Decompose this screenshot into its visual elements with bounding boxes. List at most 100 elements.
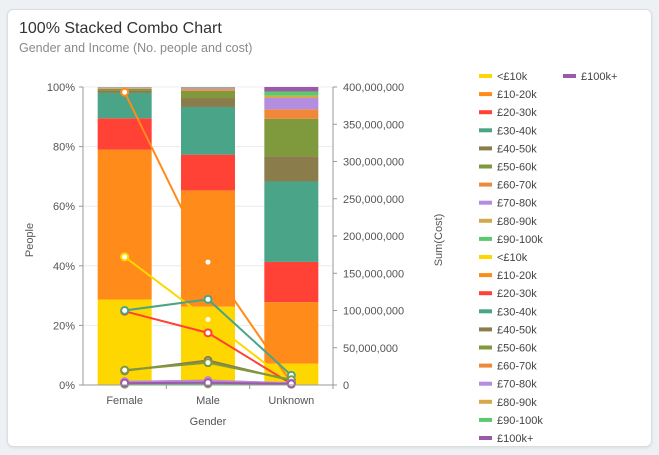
y-tick-label: 60% <box>53 201 75 213</box>
bar-segment <box>264 87 319 92</box>
y-tick-label: 40% <box>53 261 75 273</box>
legend-label: £30-40k <box>497 125 537 137</box>
legend-swatch <box>479 164 492 169</box>
legend-label: <£10k <box>497 252 528 264</box>
legend-label: £30-40k <box>497 306 537 318</box>
bar-segment <box>181 87 235 89</box>
bar-segment <box>264 302 319 364</box>
bar-segment <box>181 154 235 191</box>
legend-swatch <box>479 363 492 368</box>
bar-segment <box>264 156 319 182</box>
line-point <box>203 257 213 267</box>
line-point <box>120 378 130 388</box>
y2-tick-label: 0 <box>343 380 349 392</box>
legend-swatch <box>479 128 492 133</box>
y2-tick-label: 300,000,000 <box>343 157 404 169</box>
y-tick-label: 100% <box>47 82 75 94</box>
y2-tick-label: 50,000,000 <box>343 343 398 355</box>
y2-tick-label: 250,000,000 <box>343 194 404 206</box>
legend-label: £40-50k <box>497 143 537 155</box>
legend-label: <£10k <box>497 71 528 83</box>
legend-swatch <box>479 345 492 350</box>
legend-swatch <box>563 74 576 78</box>
line-point <box>120 365 130 375</box>
bar-segment <box>264 261 319 303</box>
legend-swatch <box>479 381 492 386</box>
legend-label: £60-70k <box>497 180 537 192</box>
line-point <box>203 294 213 304</box>
y-tick-label: 80% <box>53 142 75 154</box>
line-point <box>120 252 130 262</box>
y2-tick-label: 400,000,000 <box>343 82 404 94</box>
x-axis-label: Gender <box>190 416 227 428</box>
x-tick-label: Female <box>106 395 143 407</box>
chart-title: 100% Stacked Combo Chart <box>19 20 222 37</box>
bar-segment <box>264 109 319 119</box>
bar-segment <box>97 149 152 300</box>
y2-tick-label: 100,000,000 <box>343 306 404 318</box>
legend-label: £100k+ <box>497 433 533 445</box>
line-point <box>203 328 213 338</box>
legend-label: £10-20k <box>497 89 537 101</box>
y-tick-label: 20% <box>53 320 75 332</box>
bar-segment <box>264 118 319 157</box>
x-tick-label: Unknown <box>268 395 314 407</box>
bar-segment <box>181 90 235 99</box>
legend-swatch <box>479 436 492 440</box>
legend-swatch <box>479 74 492 78</box>
legend-swatch <box>479 92 492 97</box>
legend-swatch <box>479 417 492 422</box>
legend-label: £100k+ <box>581 71 617 83</box>
bar-segment <box>264 98 319 110</box>
legend-swatch <box>479 327 492 332</box>
bar-segment <box>264 95 319 99</box>
legend-swatch <box>479 273 492 278</box>
legend-label: £20-30k <box>497 288 537 300</box>
legend-swatch <box>479 182 492 187</box>
bar-segment <box>181 98 235 107</box>
legend-swatch <box>479 200 492 205</box>
legend-swatch <box>479 255 492 259</box>
line-point <box>120 306 130 315</box>
y2-tick-label: 200,000,000 <box>343 231 404 243</box>
line-point <box>203 314 213 324</box>
bar-segment <box>181 89 235 91</box>
bar-segment <box>181 106 235 155</box>
line-point <box>286 379 296 389</box>
legend-swatch <box>479 399 492 404</box>
y2-tick-label: 350,000,000 <box>343 119 404 131</box>
bar-segment <box>97 118 152 150</box>
legend-label: £20-30k <box>497 107 537 119</box>
legend-label: £90-100k <box>497 234 543 246</box>
bar-segment <box>181 87 235 88</box>
legend-label: £60-70k <box>497 361 537 373</box>
bar-segment <box>97 92 152 119</box>
legend-swatch <box>479 218 492 223</box>
bar-segment <box>264 181 319 262</box>
legend-label: £70-80k <box>497 379 537 391</box>
legend-swatch <box>479 309 492 314</box>
y2-axis-label: Sum(Cost) <box>433 214 445 267</box>
bar-segment <box>181 88 235 90</box>
legend-swatch <box>479 236 492 241</box>
legend-swatch <box>479 291 492 296</box>
line-point <box>120 87 130 97</box>
legend-label: £50-60k <box>497 162 537 174</box>
legend-label: £90-100k <box>497 415 543 427</box>
legend-label: £70-80k <box>497 198 537 210</box>
legend-label: £10-20k <box>497 270 537 282</box>
legend-label: £50-60k <box>497 343 537 355</box>
y-axis-label: People <box>24 223 36 257</box>
legend-swatch <box>479 146 492 151</box>
x-tick-label: Male <box>196 395 220 407</box>
chart-subtitle: Gender and Income (No. people and cost) <box>19 41 253 55</box>
legend-label: £40-50k <box>497 324 537 336</box>
y2-tick-label: 150,000,000 <box>343 268 404 280</box>
bar-segment <box>264 91 319 96</box>
y-tick-label: 0% <box>59 380 75 392</box>
legend-label: £80-90k <box>497 397 537 409</box>
line-point <box>203 358 213 368</box>
legend-swatch <box>479 110 492 115</box>
legend-label: £80-90k <box>497 216 537 228</box>
